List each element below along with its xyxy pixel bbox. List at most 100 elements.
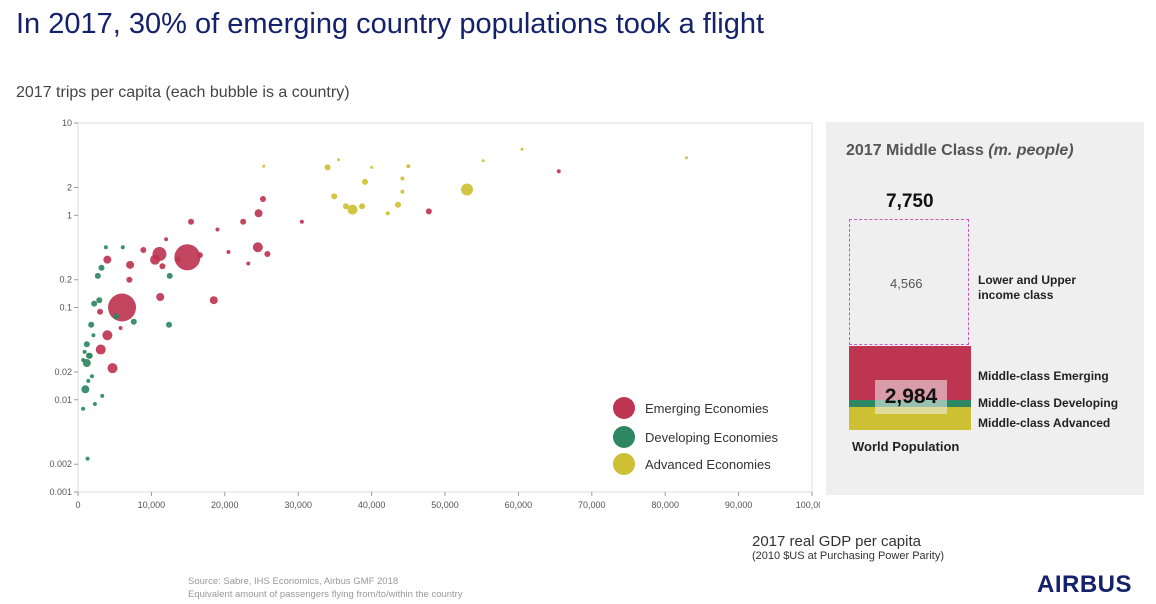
x-tick-label: 80,000 — [651, 500, 679, 510]
advanced-bubble — [324, 164, 331, 171]
y-tick-label: 0.002 — [49, 459, 72, 469]
developing-bubble — [86, 378, 91, 383]
developing-legend-label: Developing Economies — [645, 430, 778, 445]
airbus-logo: AIRBUS — [1037, 571, 1133, 598]
emerging-bubble — [159, 263, 166, 270]
emerging-bubble — [254, 209, 263, 218]
developing-bubble — [81, 406, 86, 411]
developing-bubble — [130, 318, 137, 325]
emerging-bubble — [299, 219, 304, 224]
emerging-bubble — [107, 363, 118, 374]
advanced-bubble — [262, 164, 266, 168]
emerging-bubble — [252, 242, 263, 253]
y-tick-label: 2 — [67, 182, 72, 192]
advanced-bubble — [337, 158, 341, 162]
world-population-outline — [849, 219, 969, 345]
emerging-bubble — [118, 325, 123, 330]
advanced-legend-marker — [613, 453, 635, 475]
panel-title: 2017 Middle Class (m. people) — [846, 142, 1074, 160]
developing-bubble — [91, 300, 98, 307]
y-tick-label: 0.001 — [49, 487, 72, 497]
developing-bubble — [85, 456, 90, 461]
emerging-bubble — [126, 276, 133, 283]
developing-bubble — [94, 272, 101, 279]
developing-bubble — [81, 357, 86, 362]
developing-bubble — [113, 313, 120, 320]
x-tick-label: 20,000 — [211, 500, 239, 510]
advanced-legend-label: Advanced Economies — [645, 457, 771, 472]
developing-bubble — [166, 272, 173, 279]
x-tick-label: 50,000 — [431, 500, 459, 510]
world-population-label: World Population — [852, 439, 960, 454]
x-tick-label: 40,000 — [358, 500, 386, 510]
middle-class-total: 2,984 — [875, 380, 947, 414]
panel-title-text: 2017 Middle Class — [846, 142, 984, 159]
emerging-bubble — [156, 292, 165, 301]
emerging-bubble — [97, 308, 104, 315]
x-tick-label: 70,000 — [578, 500, 606, 510]
advanced-bubble — [684, 156, 688, 160]
x-tick-label: 60,000 — [505, 500, 533, 510]
x-tick-label: 30,000 — [284, 500, 312, 510]
world-population-total: 7,750 — [886, 191, 934, 212]
developing-bubble — [83, 341, 90, 348]
x-tick-label: 0 — [75, 500, 80, 510]
developing-bubble — [92, 401, 97, 406]
advanced-bubble — [361, 178, 368, 185]
developing-legend-marker — [613, 426, 635, 448]
emerging-bubble — [188, 218, 195, 225]
developing-bubble — [89, 374, 94, 379]
advanced-bubble — [331, 193, 338, 200]
emerging-bubble — [209, 296, 218, 305]
emerging-bubble — [126, 260, 135, 269]
footer-note: Equivalent amount of passengers flying f… — [188, 589, 463, 600]
developing-bubble — [88, 321, 95, 328]
y-tick-label: 0.01 — [54, 395, 72, 405]
advanced-bubble — [461, 183, 474, 196]
advanced-bubble — [481, 159, 485, 163]
emerging-bubble — [103, 255, 112, 264]
x-axis-note: (2010 $US at Purchasing Power Parity) — [752, 550, 944, 562]
emerging-bubble — [108, 293, 137, 322]
emerging-legend-label: Emerging Economies — [645, 401, 769, 416]
emerging-bubble — [264, 251, 271, 258]
lower-upper-income-label: Lower and Upper income class — [978, 273, 1077, 302]
developing-bubble — [96, 297, 103, 304]
advanced-bubble — [520, 147, 524, 151]
advanced-bubble — [400, 176, 405, 181]
emerging-legend-marker — [613, 397, 635, 419]
developing-bubble — [82, 349, 87, 354]
footer-source: Source: Sabre, IHS Economics, Airbus GMF… — [188, 576, 399, 587]
emerging-bubble — [150, 254, 161, 265]
emerging-bubble — [215, 227, 220, 232]
middle-class-advanced-label: Middle-class Advanced — [978, 416, 1111, 430]
developing-bubble — [98, 264, 105, 271]
developing-bubble — [91, 333, 96, 338]
emerging-bubble — [259, 196, 266, 203]
developing-bubble — [86, 352, 93, 359]
developing-bubble — [100, 393, 105, 398]
middle-class-panel: 2017 Middle Class (m. people) 7,750 4,56… — [826, 122, 1144, 495]
advanced-bubble — [370, 165, 374, 169]
developing-bubble — [81, 385, 90, 394]
developing-bubble — [166, 321, 173, 328]
advanced-bubble — [406, 164, 411, 169]
y-tick-label: 1 — [67, 210, 72, 220]
y-tick-label: 0.1 — [59, 303, 72, 313]
emerging-bubble — [196, 252, 203, 259]
y-tick-label: 0.02 — [54, 367, 72, 377]
developing-bubble — [120, 245, 125, 250]
emerging-bubble — [226, 249, 231, 254]
y-tick-label: 0.2 — [59, 275, 72, 285]
emerging-bubble — [425, 208, 432, 215]
x-axis-title: 2017 real GDP per capita — [752, 533, 921, 550]
emerging-bubble — [164, 237, 169, 242]
advanced-bubble — [359, 203, 366, 210]
advanced-bubble — [385, 211, 390, 216]
emerging-bubble — [246, 261, 251, 266]
chart-subtitle: 2017 trips per capita (each bubble is a … — [16, 84, 350, 101]
advanced-bubble — [342, 203, 349, 210]
page-title: In 2017, 30% of emerging country populat… — [16, 8, 765, 40]
panel-title-unit: (m. people) — [988, 142, 1074, 159]
advanced-bubble — [395, 201, 402, 208]
